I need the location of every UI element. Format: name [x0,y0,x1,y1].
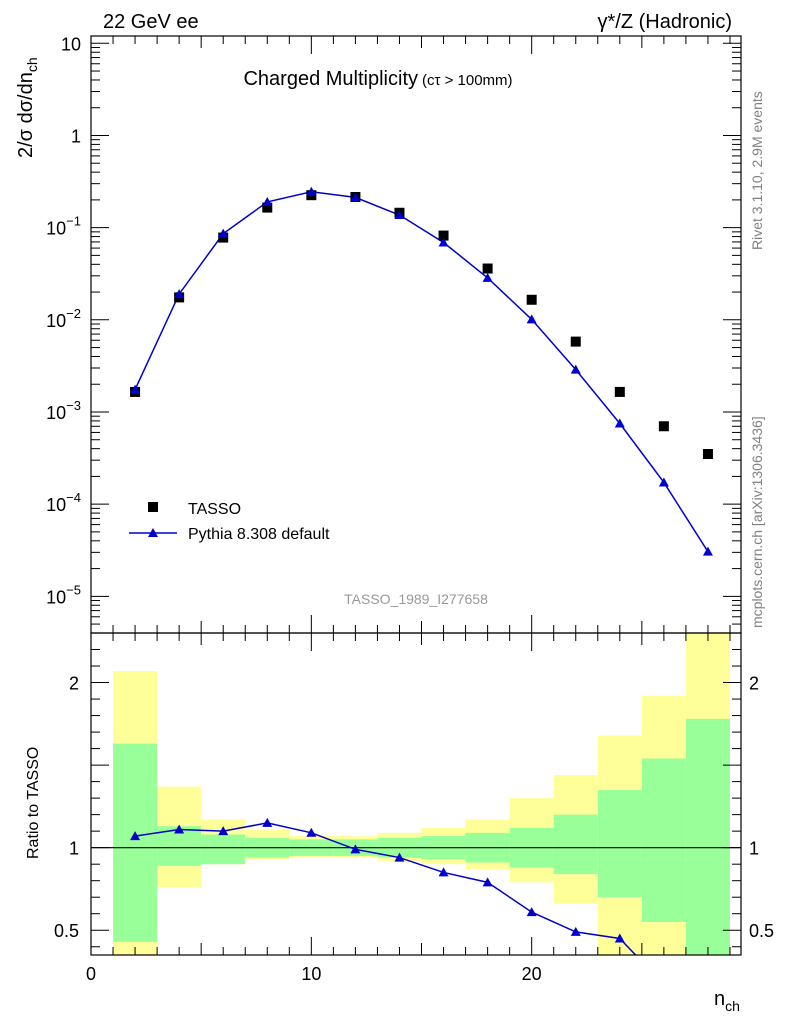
pythia-point-6 [394,210,405,220]
ratio-series [130,817,637,956]
pythia-line [134,191,709,553]
ratio-y-tick-label-left-1: 1 [69,839,79,859]
header-right: γ*/Z (Hadronic) [598,11,732,33]
main-y-tick-label-6: 10−5 [46,582,81,607]
legend-pythia-marker [148,528,158,537]
pythia-point-5 [350,192,361,202]
main-y-tick-label-0: 10 [61,34,81,54]
main-title: Charged Multiplicity [243,68,418,90]
axes: 10 1 10−1 10−2 10−3 10−4 10−5 0 10 20 0.5 0.5 1 1 2 2 [46,34,774,984]
pythia-point-2 [218,228,229,238]
legend-tasso-label: TASSO [188,501,241,518]
ratio-point-1 [174,824,185,834]
legend-tasso-marker [148,502,158,512]
tasso-point-13 [702,449,713,460]
pythia-point-9 [526,314,537,324]
main-title-note: (cτ > 100mm) [422,72,513,89]
tasso-point-8 [482,263,493,274]
ratio-point-6 [394,852,405,862]
pythia-point-10 [570,364,581,374]
ratio-frame [90,632,742,956]
main-y-tick-label-5: 10−4 [46,490,81,515]
ratio-point-9 [526,907,537,917]
main-y-tick-label-1: 1 [71,126,81,146]
pythia-point-12 [658,477,669,487]
ratio-point-5 [350,844,361,854]
main-series [130,186,713,556]
main-y-tick-label-2: 10−1 [46,214,81,239]
ratio-point-2 [218,826,229,836]
tasso-point-7 [438,230,449,241]
rivet-version-text: Rivet 3.1.10, 2.9M events [749,91,765,250]
x-axis-label: nch [714,988,740,1014]
ratio-point-11 [614,933,625,943]
main-y-tick-label-4: 10−3 [46,398,81,423]
ratio-inner-band-11 [597,789,642,898]
pythia-point-4 [306,186,317,196]
pythia-point-7 [438,237,449,247]
legend: TASSO Pythia 8.308 default [129,501,330,543]
ratio-point-7 [438,867,449,877]
main-title-group: Charged Multiplicity (cτ > 100mm) [243,68,512,90]
ratio-y-tick-label-left-2: 2 [69,674,79,694]
pythia-point-0 [130,384,141,394]
ratio-point-0 [130,831,141,841]
tasso-point-11 [614,386,625,397]
pythia-point-8 [482,272,493,282]
ratio-y-tick-label-right-0: 0.5 [749,921,774,941]
ratio-y-axis-label: Ratio to TASSO [25,747,42,859]
ratio-y-tick-label-left-0: 0.5 [54,921,79,941]
pythia-point-3 [262,196,273,206]
ratio-point-4 [306,827,317,837]
x-tick-label-2: 20 [522,964,542,984]
ratio-point-10 [570,926,581,936]
ratio-point-3 [262,817,273,827]
tasso-point-10 [570,336,581,347]
ratio-inner-band-12 [641,758,686,922]
ratio-inner-band-2 [201,834,246,865]
main-frame [90,35,742,634]
ratio-inner-band-0 [113,743,158,942]
ratio-inner-band-10 [553,814,598,875]
ratio-y-tick-label-right-1: 1 [749,839,759,859]
pythia-point-13 [702,546,713,556]
mcplots-site-text: mcplots.cern.ch [arXiv:1306.3436] [749,416,765,628]
header-left: 22 GeV ee [103,11,199,33]
tasso-point-3 [262,202,273,213]
x-tick-label-1: 10 [301,964,321,984]
pythia-point-1 [174,289,185,299]
analysis-watermark: TASSO_1989_I277658 [344,591,488,607]
ratio-uncertainty-bands [91,633,741,955]
ratio-point-8 [482,877,493,887]
x-tick-label-0: 0 [86,964,96,984]
pythia-point-11 [614,418,625,428]
legend-pythia-label: Pythia 8.308 default [188,526,330,543]
tasso-point-9 [526,294,537,305]
ratio-y-tick-label-right-2: 2 [749,674,759,694]
ratio-inner-band-13 [685,718,730,955]
main-y-axis-label: 2/σ dσ/dnch [15,57,40,158]
tasso-point-12 [658,421,669,432]
main-y-tick-label-3: 10−2 [46,306,81,331]
